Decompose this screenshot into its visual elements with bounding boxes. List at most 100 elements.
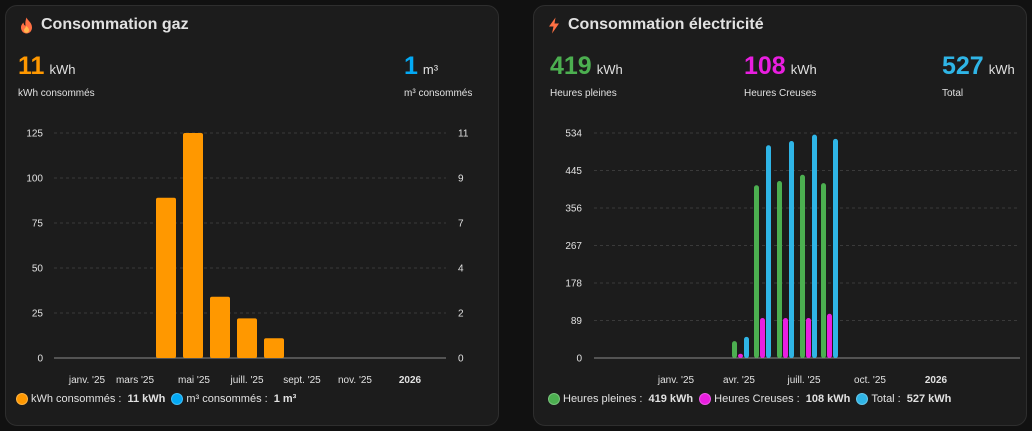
y-right-tick-label: 4 bbox=[458, 264, 464, 275]
elec-hp-stat[interactable]: 419 kWh Heures pleines bbox=[550, 52, 623, 99]
y-right-tick-label: 7 bbox=[458, 219, 464, 230]
y-left-tick-label: 125 bbox=[26, 129, 43, 140]
elec-hp-label: Heures pleines bbox=[550, 88, 617, 99]
legend-value-hc: 108 kWh bbox=[805, 393, 851, 405]
y-right-tick-label: 2 bbox=[458, 309, 464, 320]
legend-dot-hp bbox=[548, 393, 560, 405]
x-tick-label: 2026 bbox=[925, 375, 948, 386]
x-tick-label: 2026 bbox=[399, 375, 422, 386]
hp-bar bbox=[800, 174, 805, 358]
total-bar bbox=[812, 134, 817, 358]
hp-bar bbox=[732, 341, 737, 358]
hc-bar bbox=[827, 313, 832, 358]
gas-m3-stat[interactable]: 1 m³ m³ consommés bbox=[404, 52, 472, 99]
electricity-consumption-card: Consommation électricité 419 kWh Heures … bbox=[533, 5, 1027, 426]
hc-bar bbox=[738, 353, 743, 358]
gas-card-title: Consommation gaz bbox=[41, 16, 189, 33]
x-tick-label: nov. '25 bbox=[338, 375, 372, 386]
elec-hc-stat[interactable]: 108 kWh Heures Creuses bbox=[744, 52, 817, 99]
gas-bar bbox=[156, 197, 176, 358]
y-tick-label: 0 bbox=[576, 354, 582, 365]
legend-dot-m3 bbox=[171, 393, 184, 405]
gas-bar-chart[interactable]: 0 0 25 2 50 4 75 7 100 9 125 11 janv. '25 mars '25 mai… bbox=[6, 6, 499, 396]
x-tick-label: mai '25 bbox=[178, 375, 210, 386]
y-left-tick-label: 25 bbox=[32, 309, 44, 320]
gas-bar bbox=[264, 338, 284, 358]
y-tick-label: 178 bbox=[565, 279, 582, 290]
gas-bar bbox=[237, 318, 257, 358]
y-tick-label: 445 bbox=[565, 166, 582, 177]
elec-total-unit: kWh bbox=[988, 62, 1015, 77]
elec-hp-value: 419 bbox=[550, 52, 592, 80]
total-bar bbox=[789, 141, 794, 358]
elec-total-stat[interactable]: 527 kWh Total bbox=[942, 52, 1015, 99]
x-tick-label: mars '25 bbox=[116, 375, 154, 386]
legend-name-m3: m³ consommés bbox=[186, 393, 262, 405]
y-right-tick-label: 9 bbox=[458, 174, 464, 185]
legend-value-hp: 419 kWh bbox=[648, 393, 694, 405]
hp-bar bbox=[821, 183, 826, 358]
legend-name-kwh: kWh consommés bbox=[31, 393, 116, 405]
fire-icon bbox=[20, 17, 33, 34]
total-bar bbox=[766, 145, 771, 358]
elec-hc-value: 108 bbox=[744, 52, 786, 80]
legend-dot-total bbox=[856, 393, 869, 405]
gas-kwh-value: 11 bbox=[18, 52, 45, 80]
elec-card-header: Consommation électricité bbox=[548, 16, 764, 34]
legend-item-m3[interactable]: m³ consommés: 1 m³ bbox=[171, 393, 296, 405]
elec-card-title: Consommation électricité bbox=[568, 16, 764, 33]
legend-value-kwh: 11 kWh bbox=[127, 393, 166, 405]
y-right-tick-label: 0 bbox=[458, 354, 464, 365]
gas-bar bbox=[183, 133, 203, 358]
legend-item-hp[interactable]: Heures pleines: 419 kWh bbox=[548, 393, 693, 405]
legend-item-total[interactable]: Total: 527 kWh bbox=[856, 393, 951, 405]
gas-kwh-stat[interactable]: 11 kWh kWh consommés bbox=[18, 52, 95, 99]
lightning-icon bbox=[548, 17, 560, 34]
gas-legend: kWh consommés: 11 kWh m³ consommés: 1 m³ bbox=[16, 393, 302, 405]
elec-hc-unit: kWh bbox=[790, 62, 817, 77]
legend-item-hc[interactable]: Heures Creuses: 108 kWh bbox=[699, 393, 850, 405]
gas-consumption-card: Consommation gaz 11 kWh kWh consommés 1 … bbox=[5, 5, 499, 426]
x-tick-label: oct. '25 bbox=[854, 375, 886, 386]
legend-dot-kwh bbox=[16, 393, 28, 405]
y-tick-label: 267 bbox=[565, 241, 582, 252]
y-left-tick-label: 100 bbox=[26, 174, 43, 185]
elec-hp-unit: kWh bbox=[596, 62, 623, 77]
gas-kwh-unit: kWh bbox=[49, 62, 76, 77]
elec-legend: Heures pleines: 419 kWh Heures Creuses: … bbox=[548, 393, 957, 405]
hc-bar bbox=[760, 317, 765, 358]
gas-bar bbox=[210, 296, 230, 358]
x-tick-label: avr. '25 bbox=[723, 375, 755, 386]
legend-value-m3: 1 m³ bbox=[273, 393, 297, 405]
legend-item-kwh[interactable]: kWh consommés: 11 kWh bbox=[16, 393, 165, 405]
legend-name-total: Total bbox=[871, 393, 895, 405]
y-tick-label: 89 bbox=[571, 316, 583, 327]
y-tick-label: 534 bbox=[565, 129, 582, 140]
y-left-tick-label: 75 bbox=[32, 219, 44, 230]
y-left-tick-label: 0 bbox=[37, 354, 43, 365]
gas-kwh-label: kWh consommés bbox=[18, 88, 95, 99]
legend-name-hc: Heures Creuses bbox=[714, 393, 794, 405]
hc-bar bbox=[806, 317, 811, 358]
elec-bar-chart[interactable]: 0 89 178 267 356 445 534 janv. '25 avr. '25 juill… bbox=[534, 6, 1027, 396]
x-tick-label: juill. '25 bbox=[229, 375, 263, 386]
elec-hc-label: Heures Creuses bbox=[744, 88, 817, 99]
legend-name-hp: Heures pleines bbox=[563, 393, 637, 405]
y-right-tick-label: 11 bbox=[458, 129, 469, 140]
legend-value-total: 527 kWh bbox=[906, 393, 952, 405]
total-bar bbox=[833, 138, 838, 358]
legend-dot-hc bbox=[699, 393, 712, 405]
x-tick-label: janv. '25 bbox=[657, 375, 695, 386]
y-left-tick-label: 50 bbox=[32, 264, 44, 275]
gas-card-header: Consommation gaz bbox=[20, 16, 189, 34]
hp-bar bbox=[777, 181, 782, 358]
hc-bar bbox=[783, 317, 788, 358]
elec-total-value: 527 bbox=[942, 52, 984, 80]
x-tick-label: juill. '25 bbox=[786, 375, 820, 386]
x-tick-label: janv. '25 bbox=[68, 375, 106, 386]
x-tick-label: sept. '25 bbox=[283, 375, 321, 386]
gas-m3-unit: m³ bbox=[422, 62, 439, 77]
gas-m3-label: m³ consommés bbox=[404, 88, 473, 99]
total-bar bbox=[744, 336, 749, 358]
y-tick-label: 356 bbox=[565, 204, 582, 215]
